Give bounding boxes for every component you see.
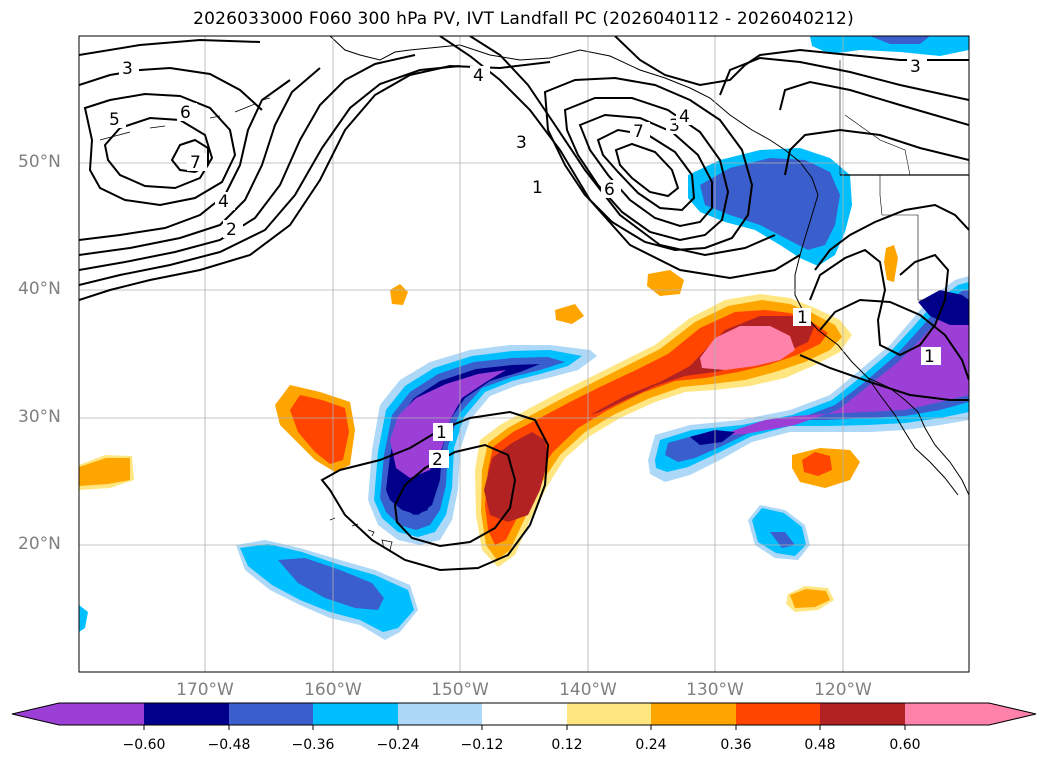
shade-blob-b [884,245,898,282]
colorbar-tick-label: −0.60 [122,737,166,753]
colorbar-tick-label: 0.60 [889,737,921,753]
contour-label-1: 3 [122,59,133,79]
colorbar-extend-min [12,703,59,725]
pv-contours [79,36,969,572]
contour-label-4: 7 [190,153,201,173]
contour-sw-2 [809,248,950,357]
colorbar-bin-6 [482,703,567,725]
contour-labels: 3 5 6 7 4 2 4 3 1 7 6 3 4 3 [106,57,941,470]
shade-blob-k [79,605,88,632]
contour-label-16: 1 [436,423,447,443]
contour-label-2: 5 [109,110,120,130]
contour-west-10 [170,138,209,174]
shade-ar-peak [700,326,795,370]
shade-top-right [810,36,969,56]
colorbar-tick-label: 0.12 [551,737,583,753]
contour-label-13: 4 [679,107,690,127]
lon-label-160w: 160°W [304,680,362,700]
contour-label-14: 3 [910,57,921,77]
colorbar-bin-5 [398,703,482,725]
shade-blob-c [555,304,584,324]
contour-label-12: 3 [669,116,680,136]
contour-ne-4 [784,128,969,176]
lat-label-40n: 40°N [18,279,61,299]
map-title: 2026033000 F060 300 hPa PV, IVT Landfall… [193,9,854,29]
lat-label-50n: 50°N [18,152,61,172]
contour-west-7 [79,38,261,56]
contour-south-1 [320,410,550,572]
colorbar-extend-max [989,703,1036,725]
contour-label-3: 6 [180,103,191,123]
colorbar [11,702,1037,730]
colorbar-outline [11,702,1037,726]
lon-label-130w: 130°W [686,680,744,700]
contour-sw-4 [799,354,969,401]
contour-west-8 [83,92,237,207]
colorbar-bin-8 [651,703,736,725]
colorbar-tick-label: −0.24 [376,737,420,753]
contour-label-9: 1 [532,178,543,198]
contour-label-8: 3 [516,133,527,153]
colorbar-bin-9 [736,703,820,725]
colorbar-bin-2 [144,703,229,725]
map-area: 3 5 6 7 4 2 4 3 1 7 6 3 4 3 [79,36,969,672]
colorbar-tick-label: 0.48 [804,737,836,753]
lat-label-30n: 30°N [18,407,61,427]
contour-ne-2 [719,56,969,101]
contour-label-7: 4 [473,66,484,86]
colorbar-tick-label: −0.36 [291,737,335,753]
contour-sw-1 [814,203,969,271]
contour-label-15: 1 [924,347,935,367]
contour-east-3 [543,76,754,252]
contour-label-5: 4 [218,192,229,212]
colorbar-tick-label: 0.36 [720,737,752,753]
colorbar-bin-3 [229,703,313,725]
shade-blob-a [647,270,684,296]
contour-west-3 [79,54,416,271]
contour-east-4 [563,97,730,242]
colorbar-tick-label: −0.48 [207,737,251,753]
lat-label-20n: 20°N [18,534,61,554]
contour-sw-3 [819,298,969,381]
shade-blob-d [390,284,408,305]
map-frame [78,35,970,673]
colorbar-bin-10 [820,703,905,725]
colorbar-bin-11 [905,703,989,725]
contour-west-6 [79,66,263,111]
contour-west-2 [79,65,461,286]
grid-lines [79,36,969,672]
contour-label-11: 6 [604,180,615,200]
lon-label-120w: 120°W [814,680,872,700]
ivt-shading [79,36,969,640]
colorbar-bin-1 [59,703,144,725]
colorbar-bin-4 [313,703,398,725]
contour-label-6: 2 [226,220,237,240]
contour-east-7 [614,142,680,198]
contour-west-4 [79,67,321,256]
lon-label-170w: 170°W [176,680,234,700]
contour-label-10: 7 [633,122,644,142]
lon-label-150w: 150°W [431,680,489,700]
contour-ne-3 [779,80,969,126]
colorbar-tick-label: 0.24 [635,737,667,753]
contour-label-18: 1 [797,308,808,328]
lon-label-140w: 140°W [559,680,617,700]
contour-label-17: 2 [432,450,443,470]
colorbar-bin-7 [567,703,651,725]
contour-east-5 [578,113,713,228]
colorbar-tick-label: −0.12 [460,737,504,753]
